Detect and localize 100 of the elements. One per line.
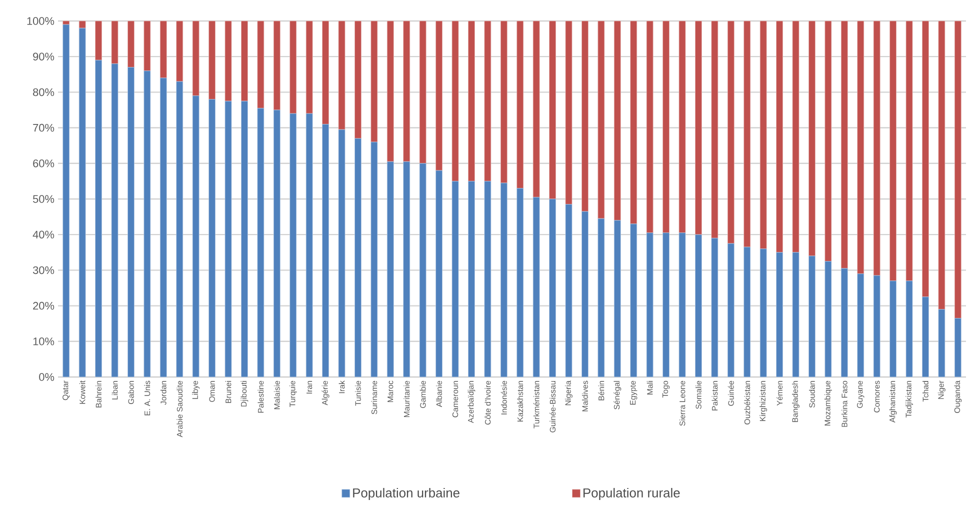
bar [403,161,410,378]
bar [760,248,767,378]
bar [776,252,783,378]
bar [257,108,264,378]
bar [792,20,800,253]
bar [78,28,86,378]
bar [662,20,670,234]
bar [744,246,751,378]
bar [549,20,556,200]
bar [840,20,848,269]
bar [840,268,848,378]
bar [922,296,929,378]
bar [224,20,232,102]
bar [890,280,896,378]
bar [386,20,394,162]
bar [565,20,572,205]
bar [468,20,475,182]
bar [111,20,118,64]
y-tick-label: 40% [32,230,54,238]
bar [630,224,638,378]
bar [144,20,151,72]
bar [954,318,962,378]
bar [516,188,524,378]
bar [532,197,540,378]
bar [711,238,718,378]
bar [922,20,929,298]
bar [516,20,524,189]
bar [370,20,378,142]
bar [484,20,492,182]
bar [484,180,492,378]
bar [614,20,621,221]
y-tick-label: 0% [39,373,54,381]
bar [419,20,426,164]
bar [95,60,102,378]
bar [176,20,184,82]
y-tick-label: 70% [33,124,54,132]
bar [954,20,962,318]
bar [144,70,151,378]
bar [160,20,167,78]
bar [468,180,475,378]
bar [241,100,248,378]
bar [322,20,329,124]
bar [111,64,118,378]
bar [403,20,410,162]
bar [436,170,442,378]
bar [906,280,913,378]
y-tick-label: 90% [33,52,54,60]
bar [873,20,880,276]
bar [711,20,718,238]
bar [824,261,832,378]
bar [857,20,864,274]
bar [582,20,588,212]
bar [549,198,556,378]
bar [598,218,605,378]
bar [532,20,540,198]
bar [128,67,134,378]
bar [95,20,102,60]
bar [419,163,426,378]
bar [62,24,70,378]
bar [760,20,767,250]
bar [727,243,734,378]
bar [808,256,816,378]
bar [630,20,638,224]
y-tick-label: 60% [33,160,54,168]
bar [824,20,832,262]
y-tick-label: 100% [27,17,54,25]
bar [62,20,70,25]
y-tick-label: 20% [33,302,54,310]
bar [290,20,297,114]
bar [792,252,800,378]
bar [500,20,508,184]
bar [565,204,572,378]
bar [306,113,313,378]
bar [273,20,280,110]
bar [890,20,896,282]
bar [78,20,86,28]
bar [695,20,702,235]
y-tick-label: 50% [32,195,54,203]
bar [128,20,134,68]
bar [436,20,442,171]
bar [582,211,588,378]
bar [176,81,184,378]
bar [338,129,346,378]
legend-label: Population urbaine [353,488,460,500]
bar [500,182,508,378]
bar [273,110,280,378]
y-tick-label: 80% [33,88,54,96]
bar [257,20,264,108]
bar [241,20,248,102]
bar [160,78,167,378]
bar [452,20,459,182]
bar [695,234,702,378]
bar [338,20,346,130]
y-tick-label: 30% [32,266,54,274]
bar [873,275,880,378]
bar [727,20,734,244]
bar [290,113,297,378]
bar [744,20,751,248]
bar [646,232,654,378]
bar [857,274,864,378]
